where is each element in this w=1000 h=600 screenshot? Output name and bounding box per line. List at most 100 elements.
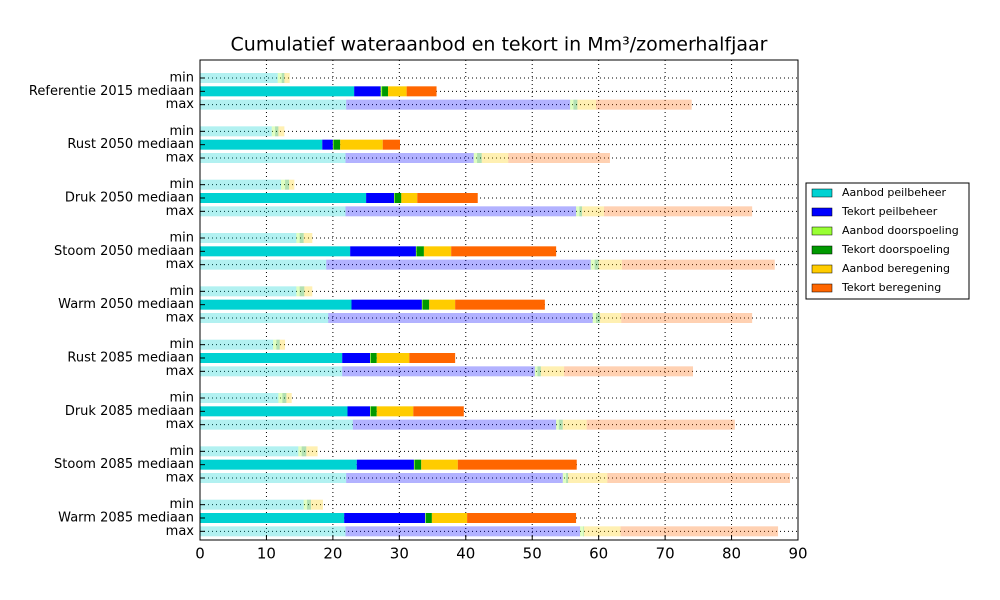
bar-segment (200, 139, 323, 150)
bar-segment (584, 526, 621, 537)
y-tick-label: Warm 2085 mediaan (58, 511, 194, 526)
bar-segment (577, 99, 597, 110)
bar-segment (200, 499, 304, 510)
bar-segment (620, 526, 779, 537)
bar-segment (423, 246, 452, 257)
bar-segment (326, 259, 591, 270)
bar-segment (598, 259, 622, 270)
bar-segment (388, 86, 407, 97)
legend-swatch (811, 264, 833, 274)
bar-segment (200, 446, 299, 457)
y-tick-label: max (166, 257, 195, 272)
bar-segment (607, 473, 791, 483)
bar-segment (200, 339, 274, 350)
x-tick-label: 90 (788, 545, 807, 563)
bar-segment (467, 513, 577, 523)
y-tick-label: min (169, 71, 194, 86)
bar-segment (425, 513, 426, 523)
bar-segment (200, 206, 346, 217)
y-tick-label: Rust 2085 mediaan (67, 351, 194, 366)
bar-segment (621, 313, 753, 323)
bar-segment (370, 353, 377, 363)
bar-segment (457, 459, 577, 470)
y-tick-label: max (166, 524, 195, 539)
bar-segment (278, 126, 285, 137)
bar-segment (200, 193, 367, 203)
bar-segment (345, 526, 581, 537)
y-tick-label: Warm 2050 mediaan (58, 297, 194, 312)
bar-segment (576, 206, 580, 217)
legend-label: Tekort beregening (841, 281, 941, 294)
bar-segment (603, 206, 753, 217)
bar-segment (352, 419, 557, 430)
bar-segment (394, 193, 402, 203)
y-tick-label: max (166, 311, 195, 326)
bar-segment (200, 179, 282, 190)
bar-segment (200, 353, 343, 363)
bar-segment (296, 286, 300, 297)
y-tick-label: max (166, 204, 195, 219)
bar-segment (416, 246, 424, 257)
bar-segment (534, 366, 538, 377)
bar-segment (346, 473, 563, 483)
bar-segment (279, 339, 286, 350)
bar-segment (200, 473, 347, 483)
bar-segment (200, 393, 279, 403)
x-tick-label: 30 (390, 545, 409, 563)
bar-segment (356, 459, 414, 470)
bar-segment (477, 153, 482, 163)
bar-segment (473, 153, 478, 163)
bar-segment (345, 153, 474, 163)
bar-segment (350, 246, 416, 257)
y-tick-label: min (169, 444, 194, 459)
bar-segment (278, 393, 283, 403)
bar-segment (425, 513, 432, 523)
bar-segment (573, 99, 578, 110)
y-tick-label: min (169, 284, 194, 299)
bar-segment (286, 393, 292, 403)
bar-segment (332, 139, 334, 150)
legend-swatch (811, 207, 833, 217)
legend-label: Tekort peilbeheer (841, 205, 938, 218)
bar-segment (346, 99, 571, 110)
bar-segment (380, 86, 383, 97)
bar-segment (413, 459, 415, 470)
bar-segment (200, 99, 347, 110)
bar-segment (306, 499, 311, 510)
bar-segment (322, 139, 333, 150)
legend-label: Aanbod beregening (842, 262, 950, 275)
bar-segment (200, 526, 346, 537)
bar-segment (586, 419, 735, 430)
bar-segment (351, 299, 422, 310)
bar-segment (301, 446, 307, 457)
bar-segment (417, 193, 478, 203)
bar-segment (594, 259, 599, 270)
bar-segment (401, 193, 418, 203)
bar-segment (344, 513, 426, 523)
bar-segment (281, 73, 285, 83)
legend-swatch (811, 188, 833, 198)
bar-segment (304, 286, 313, 297)
bar-segment (455, 299, 545, 310)
bar-segment (200, 459, 357, 470)
bar-segment (285, 179, 290, 190)
bar-segment (596, 99, 692, 110)
x-tick-label: 20 (323, 545, 342, 563)
bar-segment (568, 473, 608, 483)
y-tick-label: max (166, 364, 195, 379)
bar-segment (200, 406, 348, 417)
legend-box (805, 182, 970, 300)
bar-segment (328, 313, 593, 323)
legend-swatch (811, 245, 833, 255)
bar-segment (306, 446, 318, 457)
bar-segment (599, 313, 622, 323)
bar-segment (354, 86, 381, 97)
bar-segment (592, 313, 597, 323)
bar-segment (303, 499, 307, 510)
y-tick-label: min (169, 391, 194, 406)
bar-segment (284, 73, 290, 83)
x-tick-label: 70 (656, 545, 675, 563)
bar-segment (200, 233, 297, 243)
bar-segment (413, 406, 464, 417)
bar-segment (382, 139, 400, 150)
